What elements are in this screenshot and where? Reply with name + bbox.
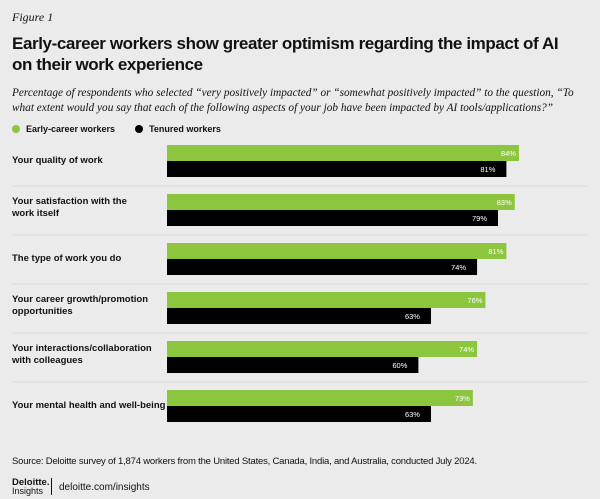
category-label: Your quality of work [12,155,103,166]
category-label: Your mental health and well-being [12,400,166,411]
logo-sub: Insights [12,486,44,496]
bar-tenured [167,210,499,226]
source-note: Source: Deloitte survey of 1,874 workers… [12,456,477,467]
data-label: 83% [497,198,512,207]
chart-title: Early-career workers show greater optimi… [12,34,559,74]
data-label: 74% [459,345,474,354]
chart-subtitle: Percentage of respondents who selected “… [12,87,574,114]
bar-early-career [167,145,519,161]
data-label: 76% [467,296,482,305]
category-label: Your satisfaction with the work itself [11,196,127,219]
bar-early-career [167,341,478,357]
category-label: Your career growth/promotion opportunitie… [12,294,148,317]
bar-early-career [167,390,473,406]
legend: Early-career workers Tenured workers [12,124,221,134]
legend-label-early: Early-career workers [26,124,116,134]
website-link[interactable]: deloitte.com/insights [59,482,150,493]
data-label: 60% [392,361,407,370]
legend-swatch-early [12,125,20,133]
legend-item-tenured: Tenured workers [135,124,221,134]
divider [51,478,52,495]
category-label: Your interactions/collaboration with coll… [11,343,152,366]
legend-item-early: Early-career workers [12,124,115,134]
bar-chart: Your quality of work 84% 81% Your satisfact… [11,145,588,422]
data-label: 74% [451,263,466,272]
legend-swatch-tenured [135,125,144,133]
bar-tenured [167,406,431,422]
legend-label-tenured: Tenured workers [149,124,221,134]
figure-label: Figure 1 [12,10,54,24]
logo-name: Deloitte. [12,477,50,488]
data-label: 81% [488,247,503,256]
data-label: 63% [405,312,420,321]
data-label: 81% [480,165,495,174]
data-label: 73% [455,394,470,403]
bar-tenured [167,357,419,373]
data-label: 63% [405,410,420,419]
deloitte-logo: Deloitte. Insights [12,478,49,496]
bar-early-career [167,194,515,210]
bar-tenured [167,308,431,324]
bar-tenured [167,161,507,177]
data-label: 79% [472,214,487,223]
bar-early-career [167,243,507,259]
category-label: The type of work you do [12,253,121,264]
data-label: 84% [501,149,516,158]
bar-tenured [167,259,478,275]
bar-early-career [167,292,486,308]
